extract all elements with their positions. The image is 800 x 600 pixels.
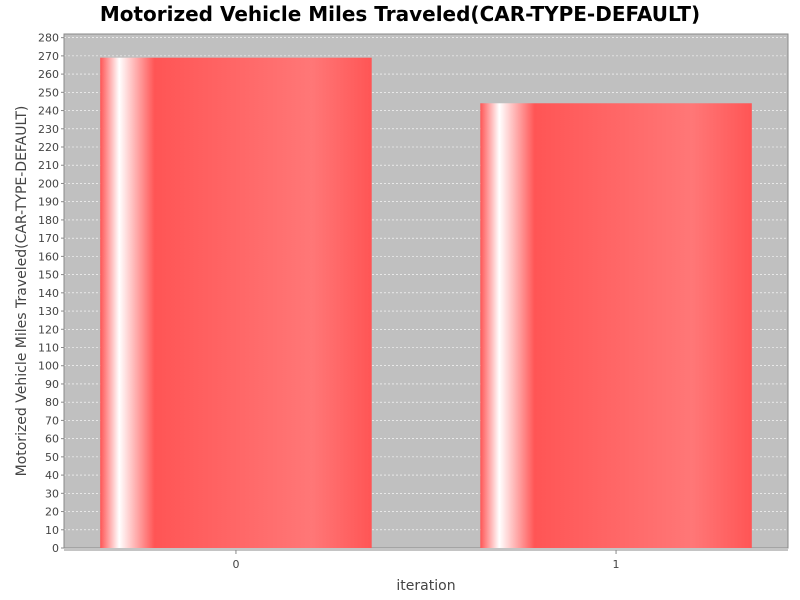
y-tick-label: 150	[38, 269, 59, 282]
y-tick-label: 110	[38, 342, 59, 355]
y-tick-label: 220	[38, 141, 59, 154]
y-tick-label: 40	[45, 469, 59, 482]
axes: 0102030405060708090100110120130140150160…	[38, 32, 788, 571]
y-tick-label: 70	[45, 414, 59, 427]
y-axis-title: Motorized Vehicle Miles Traveled(CAR-TYP…	[14, 106, 30, 477]
y-tick-label: 190	[38, 196, 59, 209]
bar-0	[100, 57, 372, 548]
y-tick-label: 10	[45, 524, 59, 537]
y-tick-label: 260	[38, 68, 59, 81]
y-tick-label: 130	[38, 305, 59, 318]
x-axis-title: iteration	[396, 578, 455, 594]
y-tick-label: 90	[45, 378, 59, 391]
y-tick-label: 160	[38, 250, 59, 263]
y-tick-label: 270	[38, 50, 59, 63]
bar-1	[480, 103, 752, 548]
bars	[100, 57, 752, 548]
x-tick-label: 1	[613, 558, 620, 571]
y-tick-label: 50	[45, 451, 59, 464]
y-tick-label: 240	[38, 105, 59, 118]
y-tick-label: 80	[45, 396, 59, 409]
y-tick-label: 100	[38, 360, 59, 373]
y-tick-label: 180	[38, 214, 59, 227]
y-tick-label: 140	[38, 287, 59, 300]
y-tick-label: 120	[38, 323, 59, 336]
y-tick-label: 30	[45, 487, 59, 500]
chart-title: Motorized Vehicle Miles Traveled(CAR-TYP…	[99, 2, 701, 26]
y-tick-label: 0	[52, 542, 59, 555]
y-tick-label: 210	[38, 159, 59, 172]
y-tick-label: 20	[45, 506, 59, 519]
y-tick-label: 170	[38, 232, 59, 245]
y-tick-label: 230	[38, 123, 59, 136]
x-tick-label: 0	[232, 558, 239, 571]
y-tick-label: 60	[45, 433, 59, 446]
y-tick-label: 250	[38, 86, 59, 99]
y-tick-label: 280	[38, 32, 59, 45]
y-tick-label: 200	[38, 177, 59, 190]
